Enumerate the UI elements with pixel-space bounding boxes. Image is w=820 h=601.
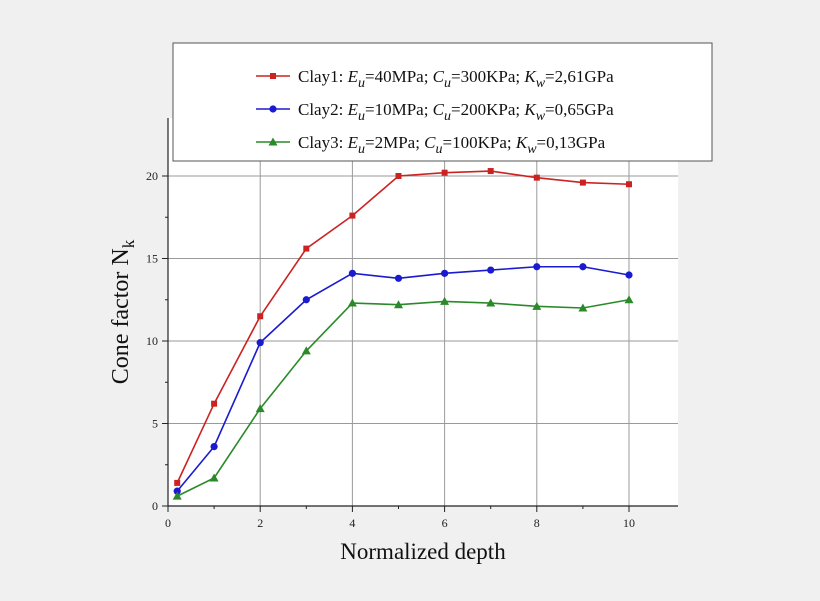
x-tick-label: 0 bbox=[165, 516, 171, 530]
series-3-point bbox=[624, 295, 634, 304]
series-2-point bbox=[173, 487, 181, 495]
x-tick-label: 8 bbox=[534, 516, 540, 530]
legend-symbol-e: E bbox=[347, 67, 359, 86]
series-2-point bbox=[579, 263, 587, 271]
legend-value-c: =100KPa; bbox=[443, 133, 516, 152]
x-tick-label: 4 bbox=[349, 516, 355, 530]
y-tick-label: 0 bbox=[152, 499, 158, 513]
legend-label: Clay1: Eu=40MPa; Cu=300KPa; Kw=2,61GPa bbox=[298, 67, 614, 91]
legend-sub-w: w bbox=[536, 76, 546, 91]
legend-value-k: =0,13GPa bbox=[537, 133, 606, 152]
legend-value-k: =2,61GPa bbox=[545, 67, 614, 86]
legend-value-k: =0,65GPa bbox=[545, 100, 614, 119]
series-3-point bbox=[301, 346, 311, 355]
series-2-point bbox=[302, 296, 310, 304]
legend-items: Clay1: Eu=40MPa; Cu=300KPa; Kw=2,61GPaCl… bbox=[256, 67, 614, 157]
legend-sub-u: u bbox=[358, 109, 365, 124]
legend-entry-3: Clay3: Eu=2MPa; Cu=100KPa; Kw=0,13GPa bbox=[256, 133, 606, 157]
legend-prefix: Clay3: bbox=[298, 133, 348, 152]
series-2-point bbox=[210, 443, 218, 451]
series-group bbox=[172, 168, 634, 500]
legend-swatch-marker bbox=[268, 137, 278, 146]
series-1-point bbox=[487, 168, 494, 175]
legend-symbol-e: E bbox=[347, 100, 359, 119]
y-tick-label: 15 bbox=[146, 252, 158, 266]
series-2-point bbox=[394, 274, 403, 282]
series-1-point bbox=[579, 179, 586, 186]
legend-sub-u: u bbox=[436, 142, 443, 157]
legend-sub-u: u bbox=[444, 76, 451, 91]
y-tick-label: 20 bbox=[146, 169, 158, 183]
y-tick-label: 5 bbox=[152, 417, 158, 431]
axes bbox=[162, 118, 678, 512]
legend-value-c: =200KPa; bbox=[451, 100, 524, 119]
legend-symbol-k: K bbox=[523, 100, 537, 119]
series-1 bbox=[174, 168, 632, 486]
legend-sub-w: w bbox=[536, 109, 546, 124]
y-axis-title-sub: k bbox=[119, 239, 138, 248]
legend-swatch-marker bbox=[269, 105, 277, 113]
series-3-point bbox=[578, 303, 588, 312]
series-2-point bbox=[487, 266, 495, 274]
series-2-point bbox=[625, 271, 633, 279]
x-tick-label: 10 bbox=[623, 516, 635, 530]
x-axis-title: Normalized depth bbox=[340, 539, 506, 564]
legend-symbol-e: E bbox=[347, 133, 359, 152]
legend-entry-2: Clay2: Eu=10MPa; Cu=200KPa; Kw=0,65GPa bbox=[256, 100, 614, 124]
y-axis-title-group: Cone factor Nk bbox=[108, 239, 138, 384]
series-2 bbox=[173, 263, 633, 495]
y-axis-title: Cone factor Nk bbox=[108, 239, 138, 384]
series-3-point bbox=[532, 301, 542, 310]
legend-prefix: Clay2: bbox=[298, 100, 348, 119]
legend-sub-u: u bbox=[358, 76, 365, 91]
series-1-point bbox=[211, 400, 218, 407]
series-1-point bbox=[441, 169, 448, 176]
legend-symbol-c: C bbox=[424, 133, 436, 152]
series-3 bbox=[172, 295, 634, 500]
legend-sub-w: w bbox=[527, 142, 537, 157]
legend-symbol-k: K bbox=[515, 133, 529, 152]
series-1-point bbox=[303, 245, 310, 252]
legend-symbol-c: C bbox=[433, 100, 445, 119]
legend-symbol-c: C bbox=[433, 67, 445, 86]
series-3-point bbox=[394, 300, 403, 309]
legend-label: Clay2: Eu=10MPa; Cu=200KPa; Kw=0,65GPa bbox=[298, 100, 614, 124]
series-3-point bbox=[172, 491, 182, 500]
legend: Clay1: Eu=40MPa; Cu=300KPa; Kw=2,61GPaCl… bbox=[172, 42, 713, 162]
y-tick-labels: 0 5 10 15 20 bbox=[146, 169, 158, 513]
series-2-point bbox=[348, 269, 356, 277]
series-3-point bbox=[255, 404, 265, 413]
series-2-point bbox=[441, 269, 449, 277]
series-3-point bbox=[440, 296, 450, 305]
y-axis-title-main: Cone factor N bbox=[108, 248, 134, 384]
legend-value-c: =300KPa; bbox=[451, 67, 524, 86]
series-3-point bbox=[347, 298, 357, 307]
series-1-point bbox=[533, 174, 540, 181]
x-tick-label: 6 bbox=[442, 516, 448, 530]
legend-sub-u: u bbox=[358, 142, 365, 157]
series-1-point bbox=[174, 479, 181, 486]
legend-label: Clay3: Eu=2MPa; Cu=100KPa; Kw=0,13GPa bbox=[298, 133, 606, 157]
series-2-point bbox=[256, 339, 264, 347]
series-1-point bbox=[626, 181, 632, 188]
series-3-point bbox=[486, 298, 496, 307]
series-1-point bbox=[349, 212, 356, 219]
y-tick-label: 10 bbox=[146, 334, 158, 348]
series-1-point bbox=[257, 313, 264, 320]
legend-entry-1: Clay1: Eu=40MPa; Cu=300KPa; Kw=2,61GPa bbox=[256, 67, 614, 91]
legend-value-e: =2MPa; bbox=[365, 133, 424, 152]
legend-swatch-marker bbox=[270, 73, 276, 79]
series-2-point bbox=[533, 263, 541, 271]
series-3-point bbox=[209, 473, 219, 482]
x-tick-labels: 0 2 4 6 8 10 bbox=[165, 516, 635, 530]
legend-sub-u: u bbox=[444, 109, 451, 124]
legend-value-e: =10MPa; bbox=[365, 100, 433, 119]
legend-prefix: Clay1: bbox=[298, 67, 348, 86]
x-tick-label: 2 bbox=[257, 516, 263, 530]
legend-value-e: =40MPa; bbox=[365, 67, 433, 86]
legend-symbol-k: K bbox=[523, 67, 537, 86]
series-1-point bbox=[395, 173, 402, 179]
